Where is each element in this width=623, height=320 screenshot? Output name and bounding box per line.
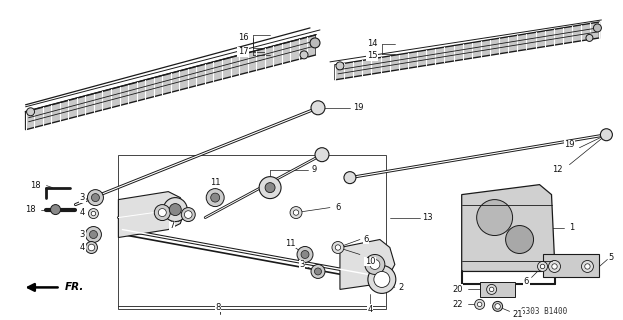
Circle shape: [169, 204, 181, 216]
Polygon shape: [480, 283, 515, 297]
Polygon shape: [462, 185, 554, 271]
Circle shape: [506, 226, 533, 253]
Polygon shape: [118, 192, 185, 237]
Circle shape: [332, 242, 344, 253]
Circle shape: [300, 51, 308, 59]
Circle shape: [290, 207, 302, 219]
Text: 6: 6: [335, 203, 341, 212]
Circle shape: [310, 38, 320, 48]
Text: 4: 4: [367, 305, 373, 314]
Polygon shape: [340, 239, 395, 289]
Text: 14: 14: [366, 39, 377, 48]
Circle shape: [181, 208, 195, 221]
Text: 4: 4: [80, 208, 85, 217]
Circle shape: [91, 211, 96, 216]
Circle shape: [368, 266, 396, 293]
Text: 3: 3: [299, 260, 305, 269]
Circle shape: [374, 271, 390, 287]
Text: 8: 8: [216, 303, 221, 312]
Circle shape: [477, 302, 482, 307]
Text: 16: 16: [238, 33, 249, 43]
Circle shape: [475, 300, 485, 309]
Circle shape: [493, 301, 503, 311]
Circle shape: [293, 210, 298, 215]
Circle shape: [211, 193, 220, 202]
Circle shape: [548, 260, 561, 272]
Text: 6: 6: [363, 235, 369, 244]
Circle shape: [335, 245, 341, 250]
Text: 4: 4: [80, 243, 85, 252]
Circle shape: [594, 24, 601, 32]
Polygon shape: [543, 254, 599, 277]
Text: 19: 19: [564, 140, 575, 149]
Circle shape: [487, 284, 497, 294]
Circle shape: [344, 172, 356, 184]
Text: S303 B1400: S303 B1400: [521, 307, 568, 316]
Circle shape: [495, 304, 500, 309]
Circle shape: [365, 254, 385, 275]
Text: 17: 17: [238, 47, 249, 56]
Text: 19: 19: [353, 103, 363, 112]
Text: 6: 6: [524, 277, 530, 286]
Circle shape: [552, 264, 557, 269]
Circle shape: [88, 244, 95, 251]
Text: 5: 5: [609, 253, 614, 262]
Circle shape: [311, 264, 325, 278]
Circle shape: [158, 209, 166, 217]
Circle shape: [50, 204, 60, 215]
Text: 15: 15: [366, 52, 377, 60]
Circle shape: [265, 183, 275, 193]
Text: 18: 18: [26, 205, 36, 214]
Circle shape: [538, 261, 548, 271]
Circle shape: [311, 101, 325, 115]
Bar: [118, 155, 386, 309]
Circle shape: [370, 260, 380, 269]
Circle shape: [586, 35, 593, 41]
Circle shape: [297, 246, 313, 262]
Text: 20: 20: [452, 285, 463, 294]
Circle shape: [601, 129, 612, 141]
Text: 11: 11: [285, 239, 295, 248]
Circle shape: [477, 200, 513, 236]
Text: 9: 9: [312, 165, 316, 174]
Circle shape: [540, 264, 545, 269]
Circle shape: [336, 62, 344, 70]
Text: 21: 21: [512, 310, 523, 319]
Circle shape: [90, 230, 97, 238]
Circle shape: [315, 148, 329, 162]
Circle shape: [163, 197, 188, 221]
Circle shape: [155, 204, 170, 220]
Circle shape: [92, 194, 100, 202]
Circle shape: [581, 260, 594, 272]
Text: 12: 12: [552, 165, 563, 174]
Polygon shape: [26, 35, 316, 130]
Circle shape: [27, 108, 34, 116]
Circle shape: [184, 211, 192, 219]
Text: 22: 22: [452, 300, 463, 309]
Circle shape: [259, 177, 281, 199]
Circle shape: [490, 287, 494, 292]
Circle shape: [301, 251, 309, 259]
Text: 11: 11: [210, 178, 221, 187]
Text: 3: 3: [80, 230, 85, 239]
Text: 10: 10: [364, 257, 375, 266]
Circle shape: [88, 209, 98, 219]
Text: FR.: FR.: [65, 283, 84, 292]
Text: 3: 3: [80, 193, 85, 202]
Text: 1: 1: [569, 223, 574, 232]
Circle shape: [315, 268, 321, 275]
Text: 18: 18: [31, 181, 41, 190]
Circle shape: [85, 242, 97, 253]
Circle shape: [585, 264, 590, 269]
Text: 2: 2: [398, 283, 404, 292]
Circle shape: [87, 190, 103, 205]
Polygon shape: [335, 22, 599, 80]
Text: 13: 13: [422, 213, 433, 222]
Circle shape: [206, 188, 224, 207]
Circle shape: [85, 227, 102, 243]
Text: 7: 7: [169, 221, 175, 230]
